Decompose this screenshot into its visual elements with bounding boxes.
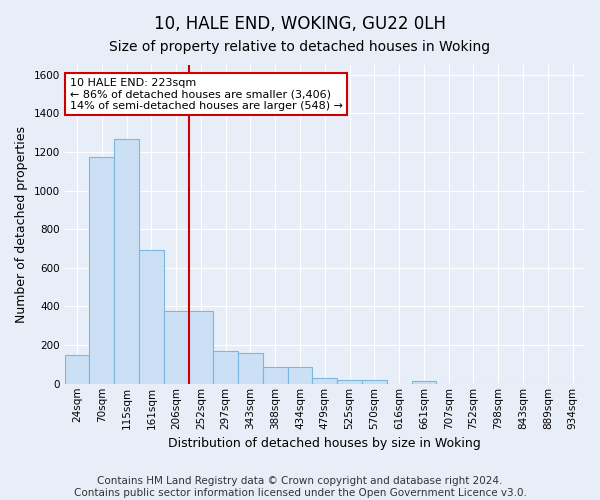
- Bar: [313, 378, 337, 384]
- Bar: [238, 353, 263, 384]
- Text: 10, HALE END, WOKING, GU22 0LH: 10, HALE END, WOKING, GU22 0LH: [154, 15, 446, 33]
- Bar: [263, 368, 287, 384]
- X-axis label: Distribution of detached houses by size in Woking: Distribution of detached houses by size …: [169, 437, 481, 450]
- Bar: [139, 250, 164, 384]
- Bar: [164, 312, 188, 384]
- Bar: [65, 355, 89, 384]
- Bar: [114, 140, 139, 384]
- Bar: [337, 380, 362, 384]
- Bar: [362, 380, 387, 384]
- Bar: [214, 351, 238, 384]
- Bar: [412, 381, 436, 384]
- Text: Size of property relative to detached houses in Woking: Size of property relative to detached ho…: [109, 40, 491, 54]
- Bar: [188, 312, 214, 384]
- Bar: [89, 157, 114, 384]
- Y-axis label: Number of detached properties: Number of detached properties: [15, 126, 28, 323]
- Text: 10 HALE END: 223sqm
← 86% of detached houses are smaller (3,406)
14% of semi-det: 10 HALE END: 223sqm ← 86% of detached ho…: [70, 78, 343, 111]
- Text: Contains HM Land Registry data © Crown copyright and database right 2024.
Contai: Contains HM Land Registry data © Crown c…: [74, 476, 526, 498]
- Bar: [287, 368, 313, 384]
